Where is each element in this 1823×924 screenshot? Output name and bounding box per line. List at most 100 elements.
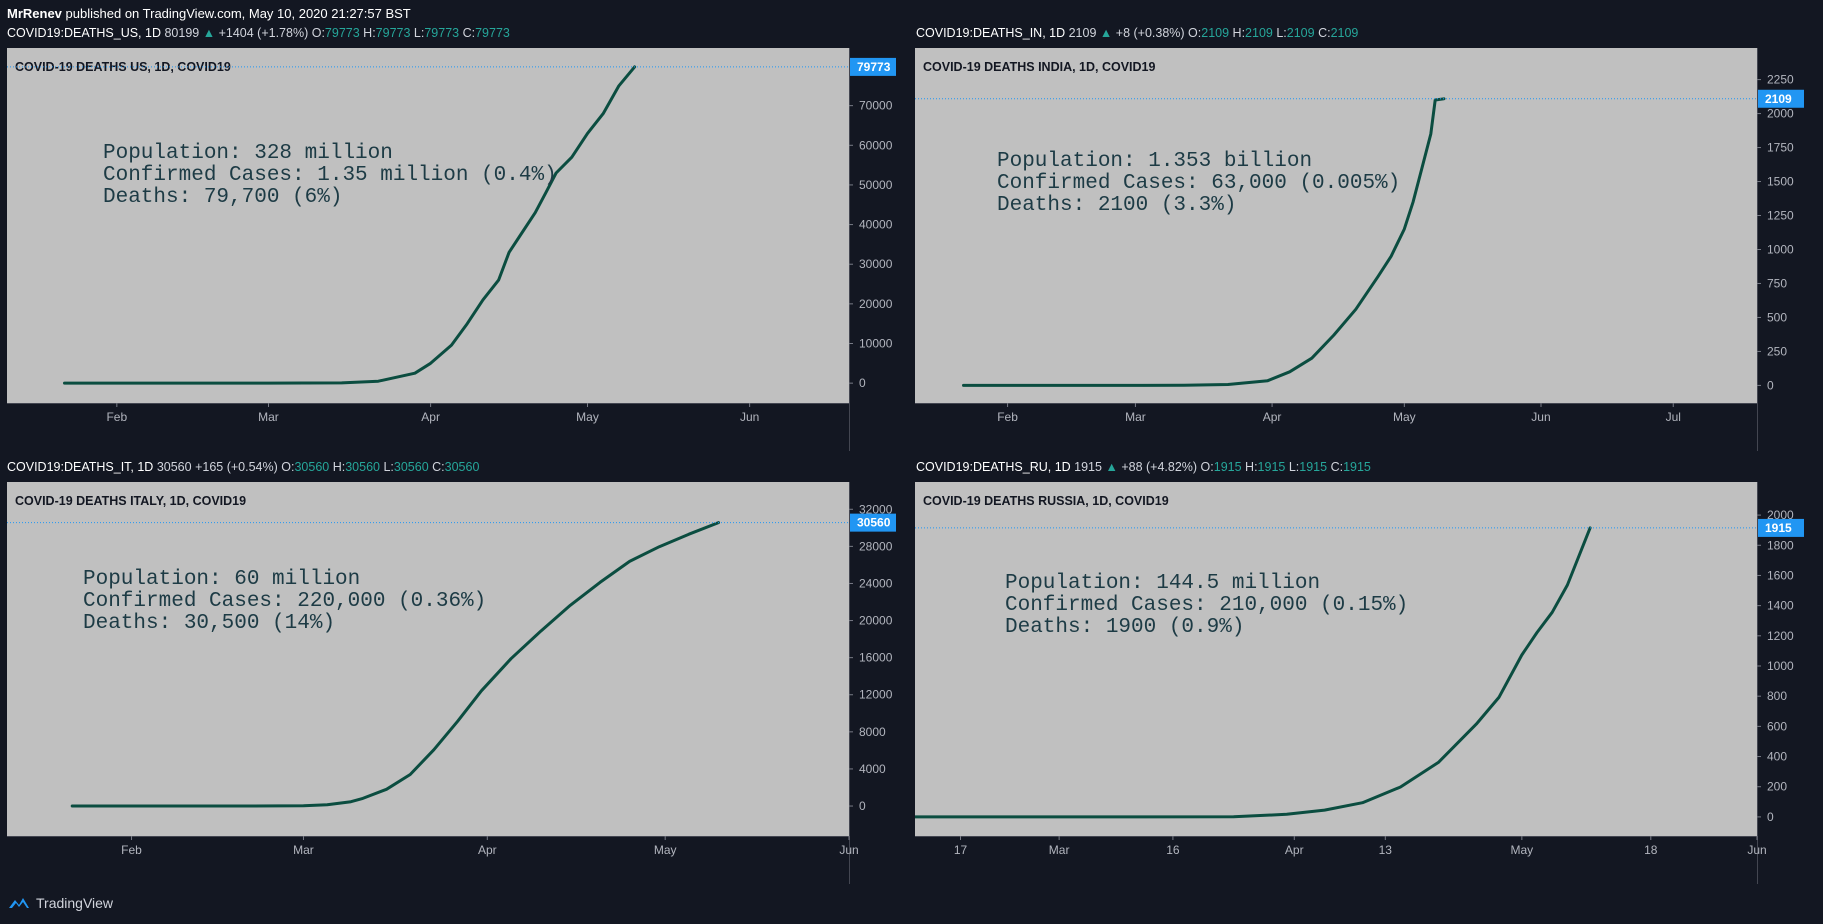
y-tick-label: 0: [859, 376, 866, 390]
x-tick-label: May: [576, 410, 599, 424]
pane-title: COVID-19 DEATHS INDIA, 1D, COVID19: [923, 60, 1156, 74]
x-tick-label: Apr: [421, 410, 440, 424]
ticker-change: +88 (+4.82%): [1121, 460, 1198, 474]
y-tick-label: 10000: [859, 337, 893, 351]
y-tick-label: 800: [1767, 689, 1787, 703]
ticker-last: 30560: [156, 460, 192, 474]
chart-pane-us[interactable]: COVID-19 DEATHS US, 1D, COVID19 0 10000 200…: [7, 48, 909, 451]
x-tick-label: Jun: [839, 843, 858, 857]
x-tick-label: Apr: [1285, 843, 1304, 857]
y-tick-label: 1000: [1767, 659, 1794, 673]
ticker-line-us: COVID19:DEATHS_US, 1D 80199 ▲ +1404 (+1.…: [7, 26, 510, 40]
y-tick-label: 0: [1767, 378, 1774, 392]
y-tick-label: 32000: [859, 502, 893, 516]
ticker-close: 2109: [1330, 26, 1359, 40]
ticker-close: 79773: [475, 26, 510, 40]
ticker-close: 30560: [444, 460, 480, 474]
x-tick-label: May: [654, 843, 677, 857]
x-tick-label: Feb: [121, 843, 142, 857]
annotation-line: Deaths: 1900 (0.9%): [1005, 616, 1244, 639]
ticker-low: 1915: [1299, 460, 1328, 474]
y-tick-label: 400: [1767, 750, 1787, 764]
y-tick-label: 0: [859, 799, 866, 813]
y-tick-label: 1600: [1767, 568, 1794, 582]
annotation-line: Population: 144.5 million: [1005, 572, 1320, 595]
y-tick-label: 8000: [859, 725, 886, 739]
chart-pane-italy[interactable]: COVID-19 DEATHS ITALY, 1D, COVID19 0 4000 8…: [7, 482, 909, 884]
chart-pane-russia[interactable]: COVID-19 DEATHS RUSSIA, 1D, COVID19 0 200 4…: [915, 482, 1817, 884]
chart-svg-italy[interactable]: COVID-19 DEATHS ITALY, 1D, COVID19 0 4000 8…: [7, 482, 909, 884]
last-price-badge: [1758, 89, 1804, 108]
annotation-line: Deaths: 2100 (3.3%): [997, 194, 1236, 217]
x-tick-label: 18: [1644, 843, 1658, 857]
ticker-symbol: COVID19:DEATHS_IT, 1D: [7, 460, 154, 474]
y-tick-label: 60000: [859, 138, 893, 152]
pane-title: COVID-19 DEATHS RUSSIA, 1D, COVID19: [923, 494, 1169, 508]
y-tick-label: 1500: [1767, 175, 1794, 189]
chart-pane-india[interactable]: COVID-19 DEATHS INDIA, 1D, COVID19 0 250 50…: [915, 48, 1817, 451]
ticker-close: 1915: [1343, 460, 1371, 474]
y-tick-label: 1200: [1767, 629, 1794, 643]
up-arrow-icon: ▲: [1099, 26, 1113, 40]
publish-header: MrRenev published on TradingView.com, Ma…: [7, 6, 411, 21]
x-tick-label: Mar: [258, 410, 279, 424]
ticker-open: 79773: [324, 26, 360, 40]
y-tick-label: 200: [1767, 780, 1787, 794]
y-tick-label: 24000: [859, 576, 893, 590]
ticker-symbol: COVID19:DEATHS_IN, 1D: [916, 26, 1066, 40]
chart-svg-us[interactable]: COVID-19 DEATHS US, 1D, COVID19 0 10000 200…: [7, 48, 909, 451]
ticker-line-it: COVID19:DEATHS_IT, 1D 30560 ▲ +165 (+0.5…: [7, 460, 480, 474]
x-tick-label: Apr: [1263, 410, 1282, 424]
tradingview-brand: TradingView: [36, 895, 114, 911]
last-price-badge: [850, 513, 896, 532]
x-tick-label: Jun: [740, 410, 759, 424]
chart-svg-india[interactable]: COVID-19 DEATHS INDIA, 1D, COVID19 0 250 50…: [915, 48, 1817, 451]
annotation-line: Confirmed Cases: 63,000 (0.005%): [997, 172, 1400, 195]
y-tick-label: 20000: [859, 614, 893, 628]
y-tick-label: 600: [1767, 719, 1787, 733]
series-line: [63, 65, 637, 385]
ticker-low: 30560: [393, 460, 429, 474]
ticker-last: 2109: [1068, 26, 1097, 40]
annotation-line: Confirmed Cases: 210,000 (0.15%): [1005, 594, 1408, 617]
ticker-low: 2109: [1286, 26, 1315, 40]
ticker-symbol: COVID19:DEATHS_RU, 1D: [916, 460, 1071, 474]
y-tick-label: 28000: [859, 539, 893, 553]
annotation-line: Confirmed Cases: 1.35 million (0.4%): [103, 164, 557, 187]
publish-info: published on TradingView.com, May 10, 20…: [65, 6, 411, 21]
x-tick-label: 13: [1379, 843, 1393, 857]
y-tick-label: 2000: [1767, 508, 1794, 522]
tradingview-footer[interactable]: TradingView: [8, 895, 113, 911]
tradingview-logo-icon: [9, 898, 29, 908]
plot-area: [915, 482, 1757, 836]
series-line: [962, 97, 1446, 387]
last-price-label: 1915: [1765, 521, 1792, 535]
y-tick-label: 0: [1767, 810, 1774, 824]
last-price-badge: [1758, 518, 1804, 537]
annotation-line: Population: 1.353 billion: [997, 150, 1312, 173]
pane-title: COVID-19 DEATHS US, 1D, COVID19: [15, 60, 231, 74]
x-tick-label: May: [1393, 410, 1416, 424]
y-tick-label: 20000: [859, 297, 893, 311]
y-tick-label: 250: [1767, 344, 1787, 358]
up-arrow-icon: ▲: [202, 26, 216, 40]
y-tick-label: 2250: [1767, 73, 1794, 87]
x-tick-label: Feb: [106, 410, 127, 424]
x-tick-label: Feb: [997, 410, 1018, 424]
ticker-line-in: COVID19:DEATHS_IN, 1D 2109 ▲ +8 (+0.38%)…: [916, 26, 1359, 40]
ticker-high: 30560: [345, 460, 380, 474]
plot-area: [915, 48, 1757, 403]
plot-area: [7, 48, 849, 403]
y-tick-label: 70000: [859, 99, 893, 113]
chart-svg-russia[interactable]: COVID-19 DEATHS RUSSIA, 1D, COVID19 0 200 4…: [915, 482, 1817, 884]
y-tick-label: 16000: [859, 651, 893, 665]
x-tick-label: Jun: [1531, 410, 1550, 424]
y-tick-label: 1800: [1767, 538, 1794, 552]
ticker-open: 30560: [294, 460, 330, 474]
last-price-label: 79773: [857, 60, 891, 74]
ticker-open: 1915: [1213, 460, 1242, 474]
up-arrow-icon: ▲: [1105, 460, 1118, 474]
author-name[interactable]: MrRenev: [7, 6, 62, 21]
annotation-line: Population: 60 million: [83, 568, 360, 591]
x-tick-label: Jul: [1666, 410, 1681, 424]
